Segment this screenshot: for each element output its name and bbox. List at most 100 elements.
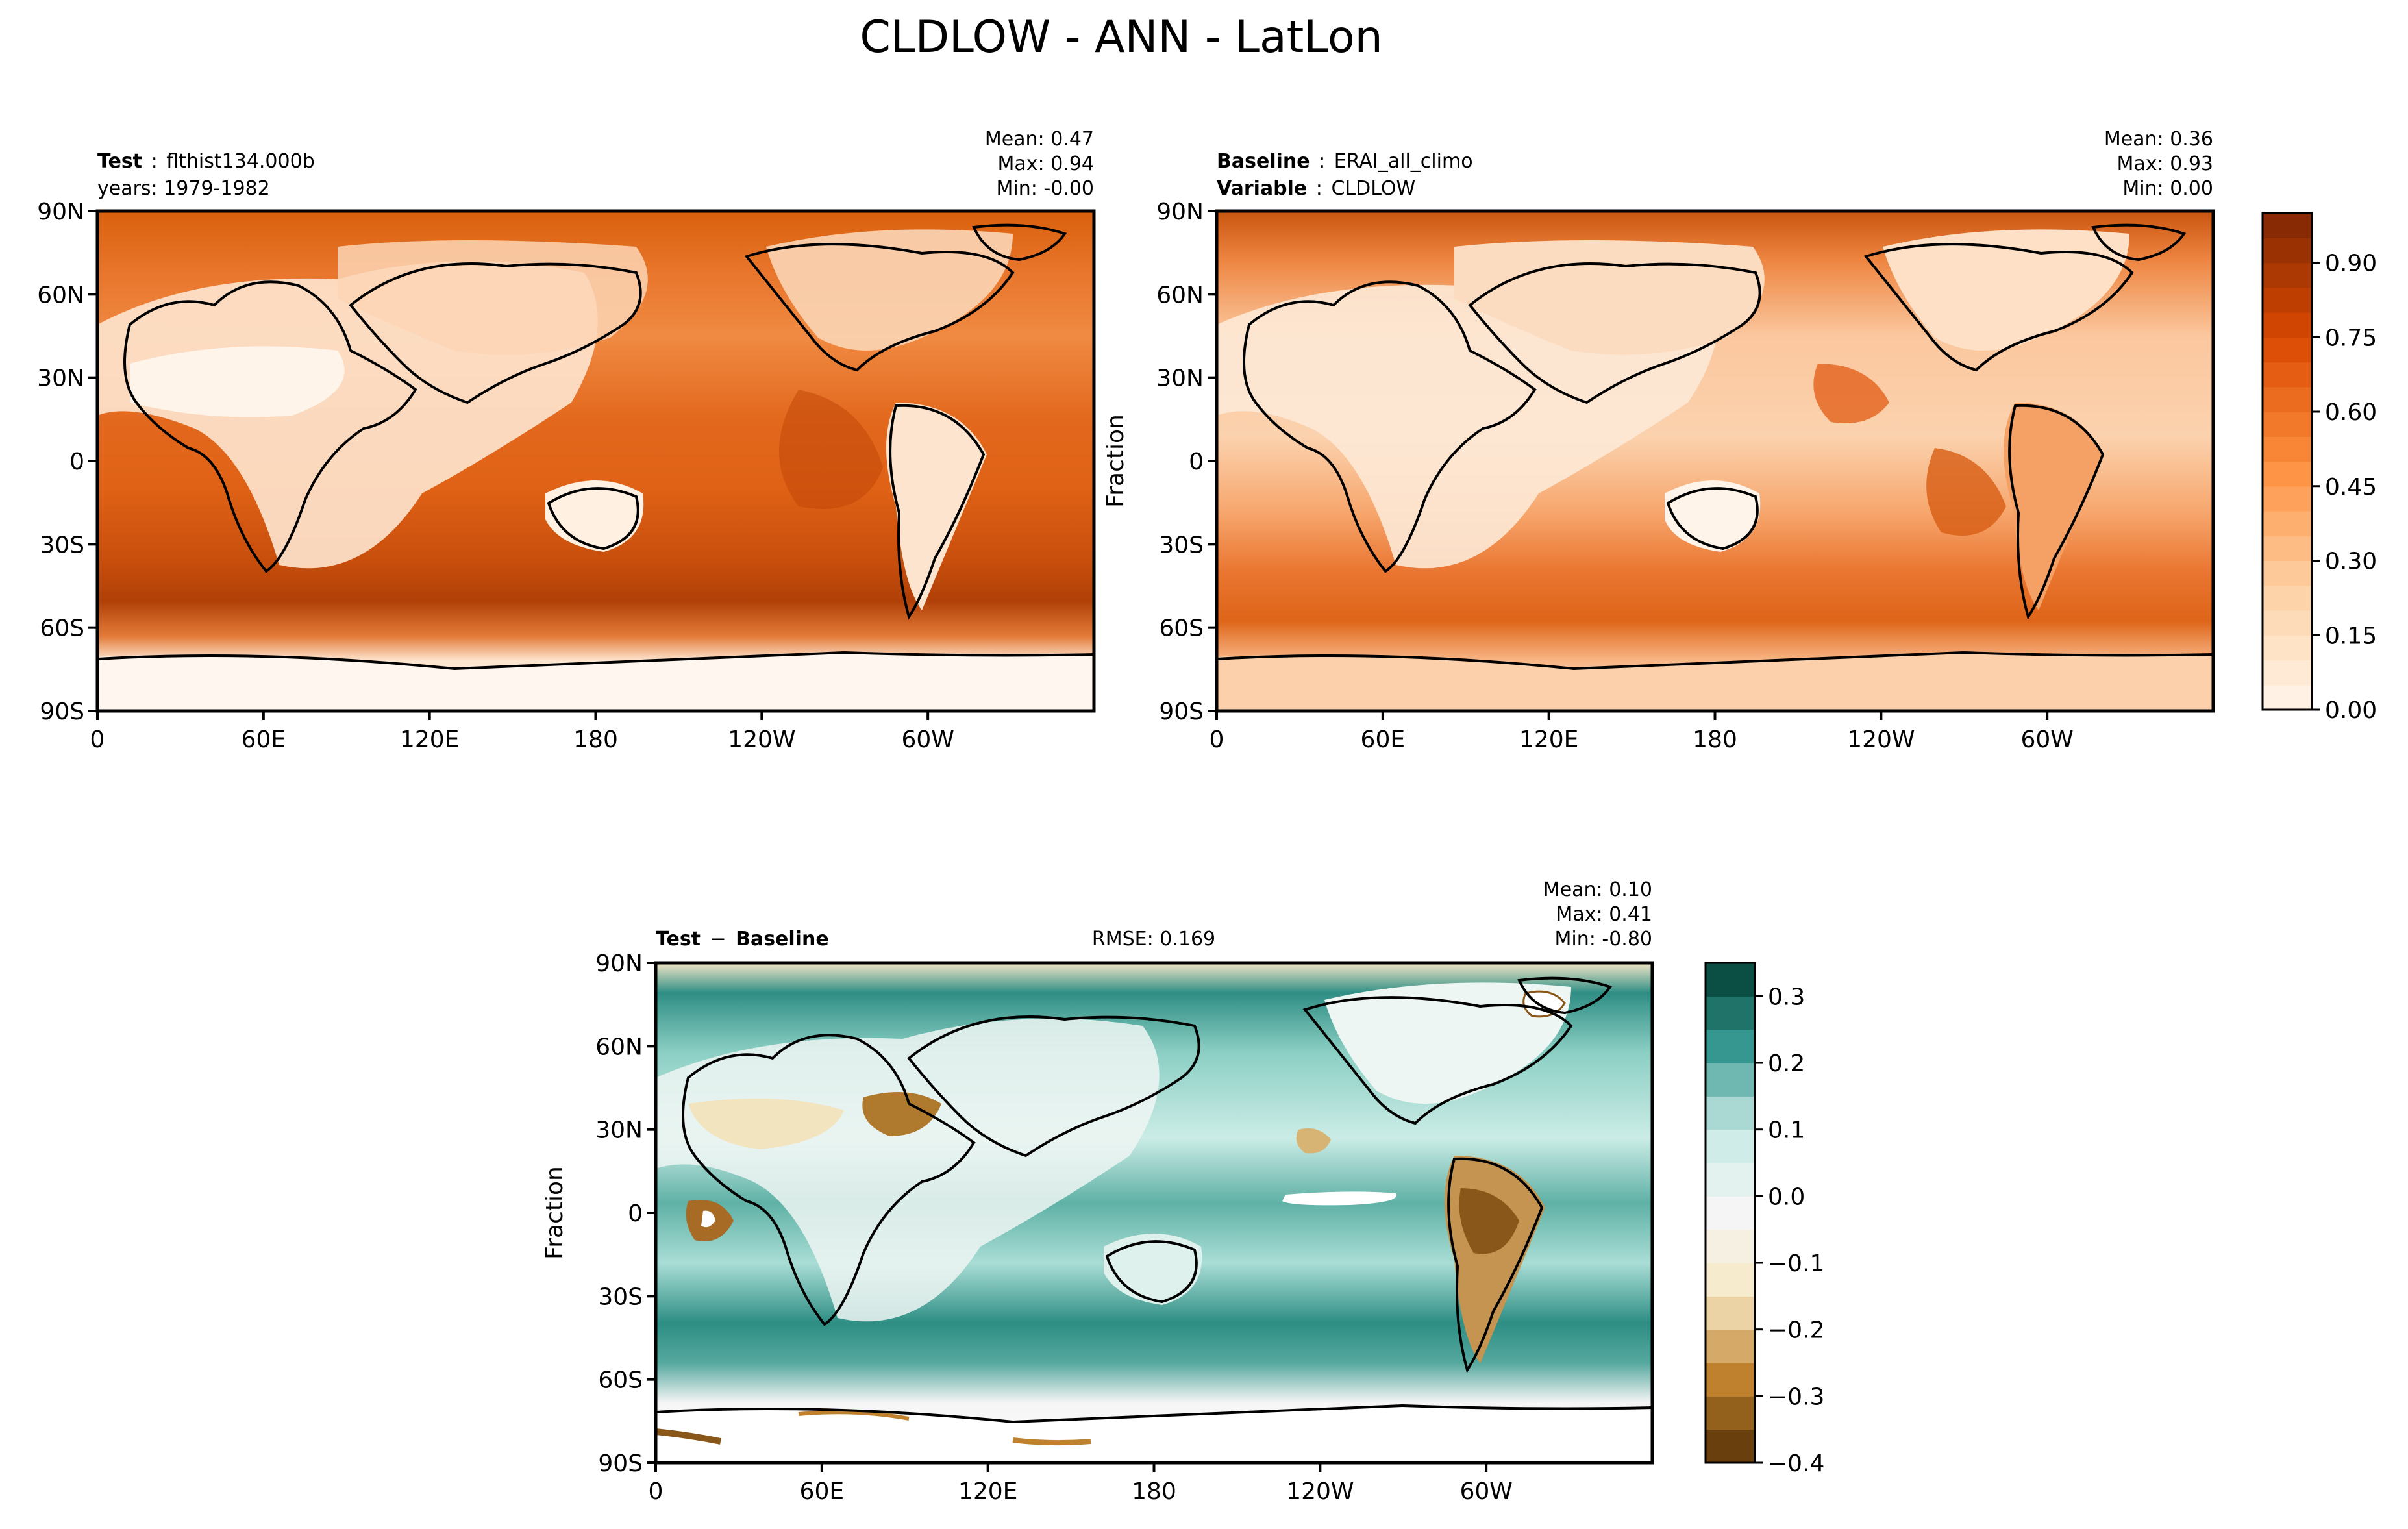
diff-test-label: Test — [656, 928, 701, 951]
colorbar-level — [2263, 585, 2312, 611]
colorbar-level — [1706, 1229, 1755, 1263]
colorbar-level — [1706, 963, 1755, 997]
diff-tibet — [862, 1092, 941, 1136]
lon-tick-label: 120W — [1847, 727, 1915, 753]
lon-tick-label: 180 — [573, 727, 618, 753]
colorbar-level — [2263, 287, 2312, 313]
lon-tick-label: 120E — [1519, 727, 1578, 753]
colorbar-level — [1706, 1196, 1755, 1230]
baseline-ocean-se-pacific — [1926, 448, 2006, 536]
colorbar-tick-label: 0.3 — [1768, 984, 1805, 1010]
colorbar-level — [1706, 1063, 1755, 1097]
test-stat-mean: Mean: 0.47 — [985, 128, 1094, 151]
baseline-land-n-america — [1883, 229, 2129, 351]
diff-antarctica — [656, 1406, 1652, 1463]
baseline-stat-min: Min: 0.00 — [2122, 177, 2213, 200]
diff-antarctic-edge-2 — [798, 1410, 910, 1421]
test-header-line-1: Test : flthist134.000b — [97, 150, 315, 173]
baseline-case-name: ERAI_all_climo — [1334, 150, 1473, 173]
lon-tick-label: 120W — [1286, 1478, 1354, 1505]
colorbar-tick-label: −0.1 — [1768, 1250, 1824, 1277]
lat-tick-label: 90S — [598, 1450, 643, 1477]
diff-ylabel: Fraction — [541, 1166, 568, 1260]
test-label: Test — [97, 150, 142, 173]
diff-hole-pacific — [1282, 1191, 1397, 1206]
lat-tick-label: 90N — [595, 951, 643, 977]
lat-tick-label: 30S — [598, 1284, 643, 1310]
colorbar-level — [2263, 511, 2312, 536]
difference-colorbar: −0.4 −0.3 −0.2 −0.1 0.0 0.1 0.2 0.3 — [1704, 962, 1824, 1477]
colorbar-level — [1706, 1296, 1755, 1330]
colorbar-level — [2263, 560, 2312, 586]
lat-tick-label: 30S — [1159, 532, 1204, 558]
lon-tick-label: 0 — [1210, 727, 1224, 753]
test-land-sahara — [130, 346, 345, 417]
colorbar-level — [1706, 1096, 1755, 1130]
lon-tick-label: 0 — [90, 727, 105, 753]
lat-tick-label: 90N — [1156, 199, 1204, 225]
fraction-colorbar: 0.00 0.15 0.30 0.45 0.60 0.75 0.90 — [2261, 212, 2377, 724]
colorbar-level — [2263, 337, 2312, 363]
colorbar-tick-label: 0.15 — [2325, 623, 2377, 649]
colorbar-level — [2263, 412, 2312, 437]
colorbar-level — [2263, 436, 2312, 462]
lon-tick-label: 60E — [800, 1478, 845, 1505]
colorbar-level — [2263, 238, 2312, 264]
colorbar-tick-label: −0.2 — [1768, 1317, 1824, 1344]
lat-tick-label: 0 — [69, 449, 84, 475]
baseline-land-s-america — [2003, 403, 2104, 610]
lat-tick-label: 90S — [40, 699, 84, 725]
diff-ne-pacific-blob — [1296, 1128, 1331, 1154]
colorbar-level — [1706, 1129, 1755, 1163]
baseline-antarctica — [1217, 653, 2213, 711]
colorbar-level — [1706, 1429, 1755, 1463]
diff-stat-mean: Mean: 0.10 — [1543, 878, 1652, 901]
colorbar-tick-label: −0.4 — [1768, 1450, 1824, 1477]
colorbar-level — [2263, 362, 2312, 388]
test-stat-min: Min: -0.00 — [997, 177, 1095, 200]
variable-name: CLDLOW — [1331, 177, 1415, 200]
baseline-map-field — [1217, 211, 2213, 711]
baseline-header-line-2: Variable : CLDLOW — [1217, 177, 1415, 200]
test-antarctica — [97, 653, 1094, 711]
test-land-s-america — [886, 403, 987, 610]
lat-tick-label: 30N — [37, 366, 84, 392]
variable-label: Variable — [1217, 177, 1307, 200]
colorbar-level — [1706, 1363, 1755, 1397]
lat-tick-label: 60N — [595, 1034, 643, 1060]
rmse-value: RMSE: 0.169 — [1092, 928, 1215, 951]
lat-tick-label: 30N — [1156, 366, 1204, 392]
variable-sep: : — [1316, 177, 1322, 200]
diff-land-n-america — [1324, 982, 1571, 1104]
colorbar-level — [2263, 213, 2312, 238]
test-years: years: 1979-1982 — [97, 177, 270, 200]
lat-tick-label: 60N — [37, 282, 84, 308]
colorbar-level — [1706, 1263, 1755, 1297]
diff-antarctic-edge-1 — [656, 1428, 721, 1445]
diff-baseline-label: Baseline — [736, 928, 829, 951]
colorbar-level — [1706, 1029, 1755, 1063]
diff-amazon-low — [1459, 1188, 1519, 1254]
colorbar-level — [1706, 1396, 1755, 1430]
lat-tick-label: 60S — [598, 1367, 643, 1394]
lon-tick-label: 60W — [901, 727, 954, 753]
lon-tick-label: 0 — [649, 1478, 664, 1505]
diff-stat-min: Min: -0.80 — [1555, 928, 1653, 951]
test-sep: : — [151, 150, 158, 173]
lon-tick-label: 180 — [1693, 727, 1737, 753]
lon-tick-label: 180 — [1132, 1478, 1176, 1505]
colorbar-tick-label: 0.30 — [2325, 549, 2377, 575]
colorbar-level — [2263, 610, 2312, 636]
baseline-header-line-1: Baseline : ERAI_all_climo — [1217, 150, 1473, 173]
lon-tick-label: 60E — [1361, 727, 1406, 753]
diff-hole-africa — [701, 1210, 715, 1228]
colorbar-tick-label: −0.3 — [1768, 1384, 1824, 1410]
lat-tick-label: 60S — [40, 615, 84, 642]
colorbar-tick-label: 0.1 — [1768, 1117, 1805, 1144]
lat-tick-label: 0 — [1189, 449, 1204, 475]
baseline-sep: : — [1319, 150, 1325, 173]
diff-sahara — [688, 1099, 844, 1149]
